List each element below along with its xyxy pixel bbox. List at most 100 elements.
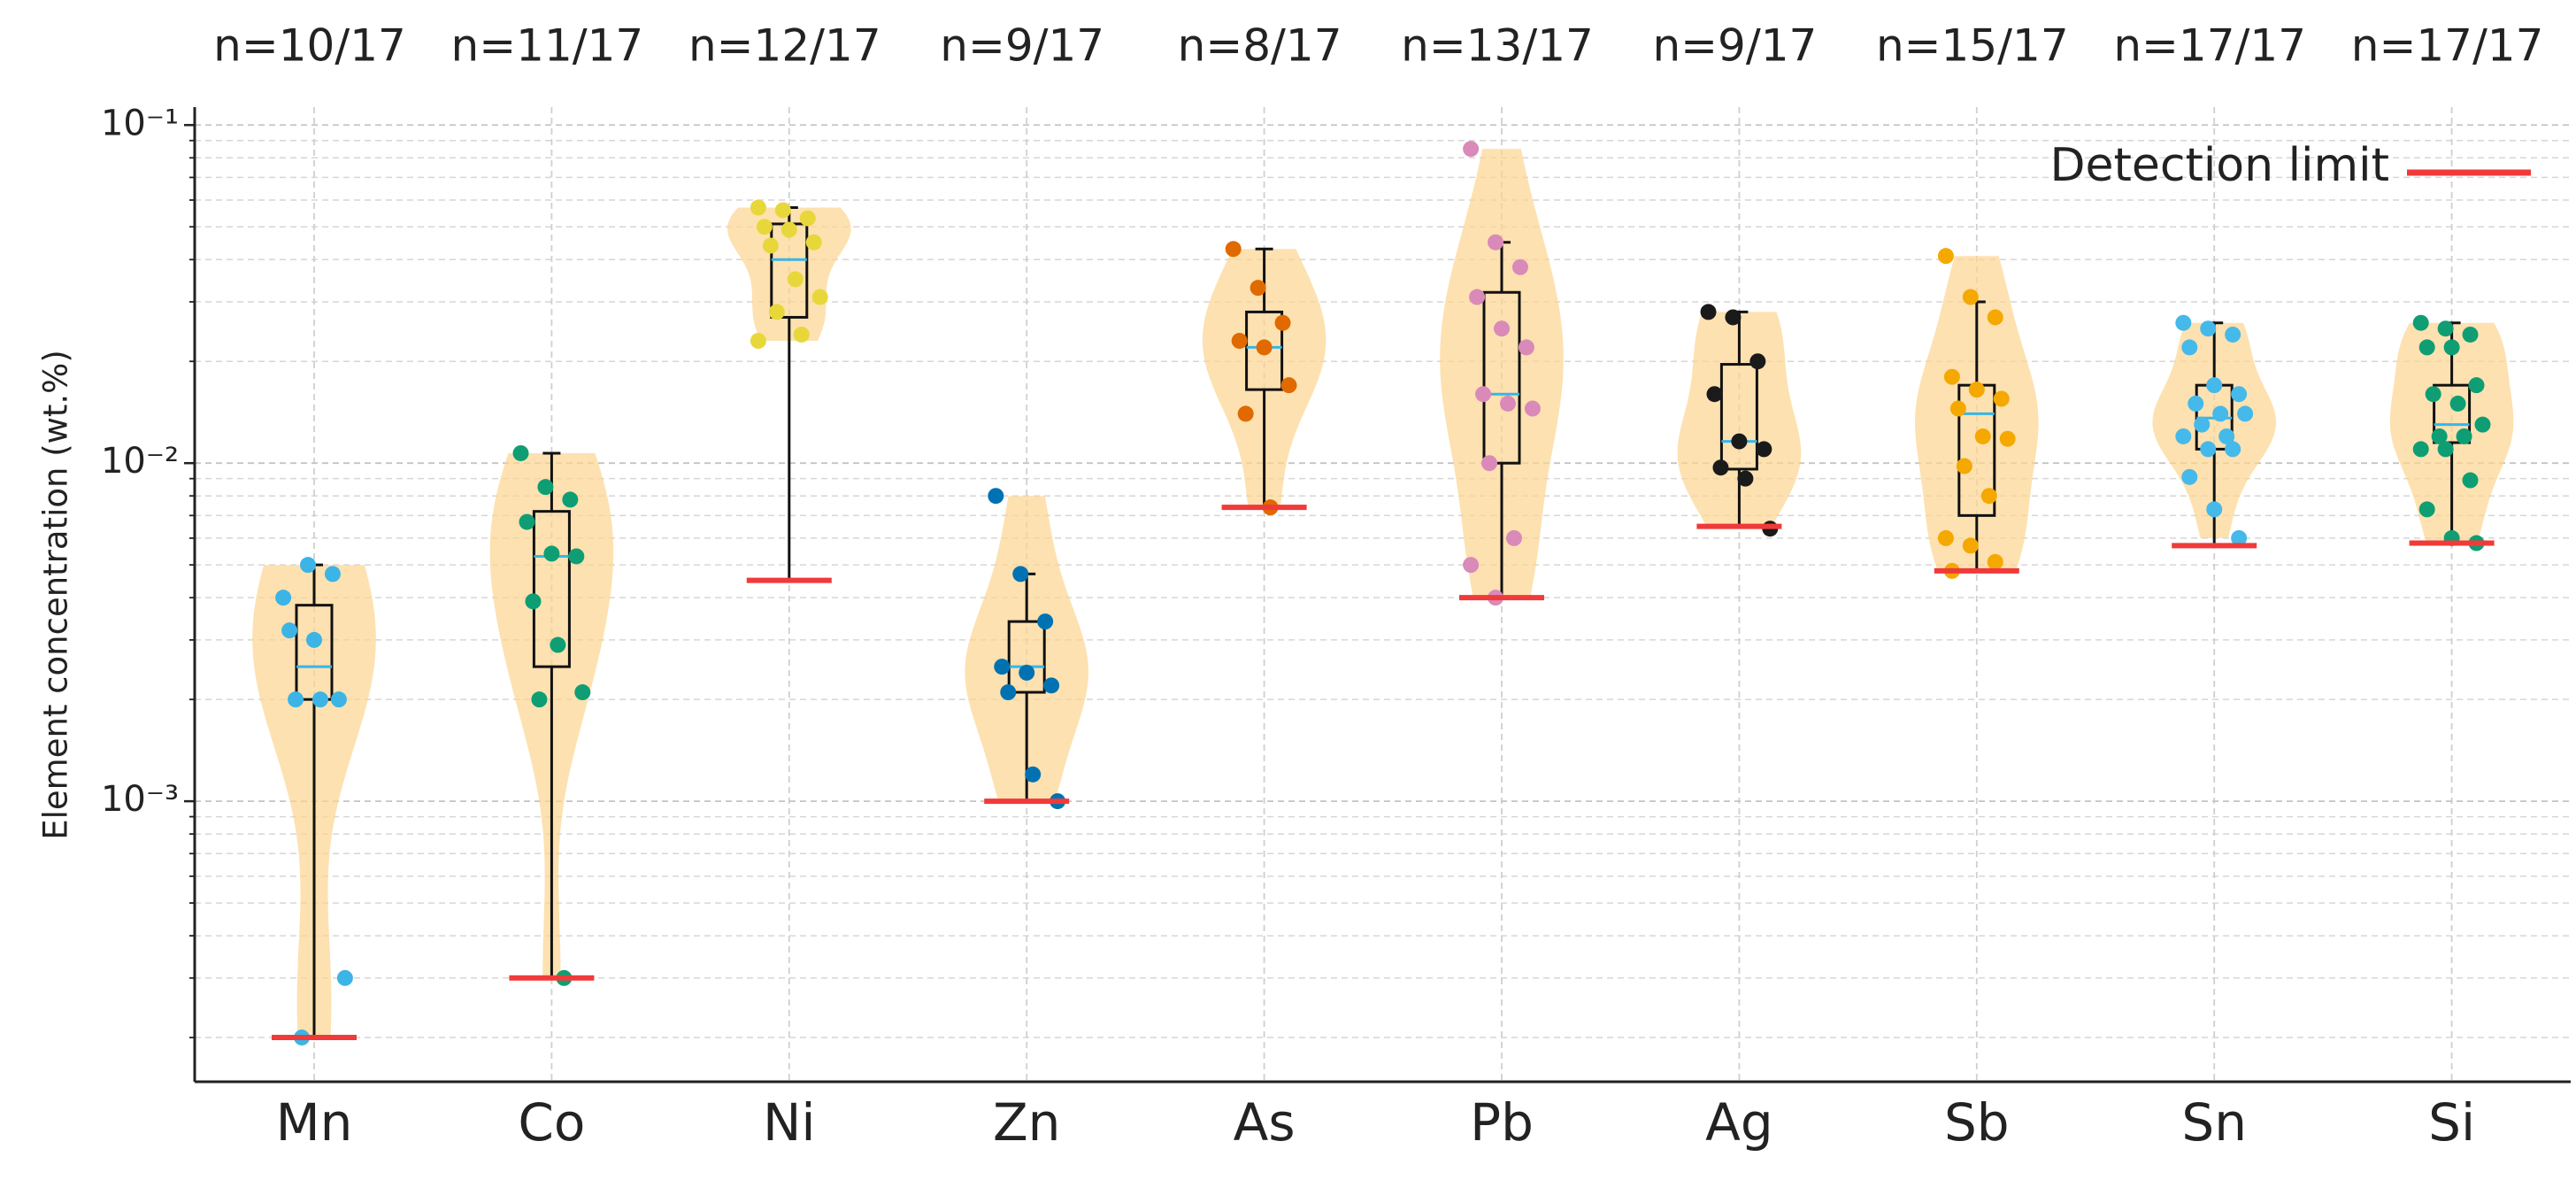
violin bbox=[2389, 322, 2514, 544]
point bbox=[1999, 430, 2016, 447]
point bbox=[750, 199, 766, 216]
point bbox=[1511, 258, 1528, 275]
box bbox=[1007, 620, 1046, 694]
point bbox=[2231, 386, 2248, 403]
point bbox=[2200, 320, 2217, 337]
point bbox=[512, 444, 529, 461]
point bbox=[2462, 326, 2479, 343]
point bbox=[562, 491, 579, 508]
point bbox=[1987, 309, 2003, 326]
point bbox=[2425, 386, 2441, 403]
point bbox=[1250, 280, 1266, 297]
point bbox=[525, 593, 542, 610]
legend-label: Detection limit bbox=[2049, 139, 2389, 192]
point bbox=[1980, 488, 1997, 505]
count-annotation: n=17/17 bbox=[2351, 20, 2544, 72]
point bbox=[1231, 333, 1248, 350]
point bbox=[2431, 428, 2448, 444]
point bbox=[2225, 441, 2242, 458]
point bbox=[1043, 677, 1060, 694]
point bbox=[1725, 309, 1742, 326]
point bbox=[988, 488, 1004, 505]
point bbox=[1749, 353, 1766, 370]
point bbox=[768, 304, 785, 320]
point bbox=[756, 219, 773, 235]
box bbox=[532, 510, 571, 668]
point bbox=[1494, 320, 1510, 337]
point bbox=[2412, 314, 2429, 331]
point bbox=[300, 557, 317, 574]
point bbox=[1700, 304, 1717, 320]
point bbox=[2412, 441, 2429, 458]
point bbox=[1274, 314, 1291, 331]
point bbox=[1012, 566, 1029, 582]
point bbox=[2237, 405, 2254, 422]
point bbox=[519, 513, 535, 530]
point bbox=[774, 202, 791, 219]
category-label: Si bbox=[2428, 1092, 2475, 1153]
violin bbox=[1440, 149, 1564, 598]
point bbox=[281, 622, 298, 639]
box bbox=[1482, 290, 1521, 465]
point bbox=[2468, 377, 2485, 394]
point bbox=[1756, 441, 1772, 458]
point bbox=[1968, 382, 1985, 398]
point bbox=[568, 548, 585, 565]
point bbox=[2175, 314, 2192, 331]
point bbox=[2175, 428, 2192, 444]
point bbox=[2462, 472, 2479, 489]
box bbox=[2433, 383, 2472, 444]
point bbox=[1943, 368, 1960, 385]
point bbox=[1524, 400, 1541, 417]
point bbox=[1974, 428, 1991, 444]
point bbox=[1037, 613, 1054, 630]
point bbox=[2181, 339, 2198, 356]
point bbox=[2212, 405, 2229, 422]
point bbox=[799, 210, 816, 227]
violin bbox=[1202, 249, 1326, 508]
point bbox=[1962, 537, 1979, 554]
y-tick-label: 10⁻¹ bbox=[101, 103, 179, 143]
point bbox=[1463, 141, 1480, 158]
point bbox=[2437, 441, 2454, 458]
point bbox=[288, 691, 304, 708]
point bbox=[2194, 416, 2211, 433]
point bbox=[1949, 400, 1966, 417]
point bbox=[1737, 470, 1754, 487]
point bbox=[2206, 501, 2223, 518]
count-annotation: n=9/17 bbox=[1652, 20, 1817, 72]
point bbox=[2437, 320, 2454, 337]
point bbox=[275, 590, 292, 606]
count-annotation: n=13/17 bbox=[1401, 20, 1594, 72]
point bbox=[306, 631, 322, 648]
point bbox=[1469, 289, 1486, 305]
point bbox=[762, 237, 779, 254]
y-tick-label: 10⁻³ bbox=[101, 779, 179, 820]
point bbox=[1518, 339, 1534, 356]
point bbox=[1475, 386, 1492, 403]
category-label: Sn bbox=[2181, 1092, 2247, 1153]
point bbox=[1000, 684, 1017, 701]
count-annotation: n=10/17 bbox=[213, 20, 406, 72]
point bbox=[531, 691, 548, 708]
point bbox=[2218, 428, 2235, 444]
category-label: Ni bbox=[763, 1092, 816, 1153]
point bbox=[2225, 326, 2242, 343]
point bbox=[2181, 468, 2198, 485]
point bbox=[2474, 416, 2491, 433]
category-label: Sb bbox=[1944, 1092, 2010, 1153]
point bbox=[2200, 441, 2217, 458]
point bbox=[1025, 766, 1042, 783]
point bbox=[750, 333, 766, 350]
point bbox=[1731, 433, 1748, 450]
count-annotation: n=17/17 bbox=[2113, 20, 2306, 72]
count-annotation: n=15/17 bbox=[1876, 20, 2069, 72]
count-annotation: n=9/17 bbox=[940, 20, 1104, 72]
point bbox=[2418, 339, 2435, 356]
category-label: Ag bbox=[1705, 1092, 1773, 1153]
point bbox=[2456, 428, 2472, 444]
point bbox=[1937, 529, 1954, 546]
point bbox=[1937, 248, 1954, 265]
y-axis-label: Element concentration (wt.%) bbox=[37, 350, 75, 840]
